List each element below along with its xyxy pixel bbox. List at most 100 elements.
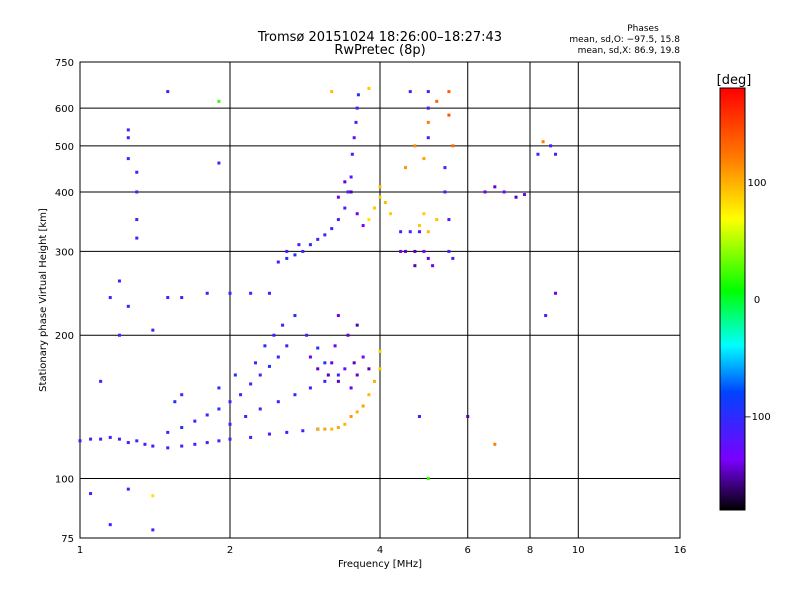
data-point <box>151 444 155 448</box>
data-point <box>350 152 354 156</box>
data-point <box>354 120 358 124</box>
data-point <box>417 414 421 418</box>
data-point <box>417 230 421 234</box>
data-point <box>447 113 451 117</box>
data-point <box>389 212 393 216</box>
y-tick-label: 400 <box>55 188 74 199</box>
data-point <box>378 349 382 353</box>
data-point <box>435 218 439 222</box>
data-point <box>343 422 347 426</box>
data-point <box>349 386 353 390</box>
data-point <box>426 136 430 140</box>
data-point <box>343 367 347 371</box>
data-point <box>323 361 327 365</box>
data-point <box>431 264 435 268</box>
data-point <box>135 170 139 174</box>
data-point <box>135 218 139 222</box>
data-point <box>502 190 506 194</box>
data-point <box>151 494 155 498</box>
x-tick-label: 16 <box>674 545 687 556</box>
y-tick-labels: 75 100 200 300 400 500 600 750 <box>55 58 74 545</box>
data-point <box>117 437 121 441</box>
data-point <box>135 236 139 240</box>
data-point <box>166 296 170 300</box>
data-point <box>285 344 289 348</box>
y-tick-label: 750 <box>55 58 74 69</box>
data-point <box>549 144 553 148</box>
data-point <box>285 249 289 253</box>
data-point <box>217 386 221 390</box>
data-point <box>361 404 365 408</box>
colorbar-tick-label: 100 <box>747 178 766 189</box>
data-point <box>399 249 403 253</box>
data-point <box>166 446 170 450</box>
data-point <box>308 355 312 359</box>
x-axis-label: Frequency [MHz] <box>338 559 422 570</box>
data-point <box>422 157 426 161</box>
data-point <box>228 291 232 295</box>
chart-title: Tromsø 20151024 18:26:00–18:27:43 <box>257 30 502 45</box>
data-point <box>435 99 439 103</box>
data-point <box>316 346 320 350</box>
data-point <box>336 195 340 199</box>
data-point <box>336 218 340 222</box>
data-point <box>249 435 253 439</box>
data-point <box>336 379 340 383</box>
data-point <box>228 437 232 441</box>
data-point <box>355 373 359 377</box>
data-point <box>99 379 103 383</box>
data-point <box>466 414 470 418</box>
data-point <box>361 224 365 228</box>
data-point <box>228 400 232 404</box>
data-point <box>217 407 221 411</box>
data-point <box>426 230 430 234</box>
y-tick-label: 600 <box>55 104 74 115</box>
data-point <box>413 249 417 253</box>
data-point <box>301 429 305 433</box>
data-point <box>285 256 289 260</box>
data-point <box>253 361 257 365</box>
data-point <box>361 355 365 359</box>
data-point <box>263 344 267 348</box>
x-tick-label: 4 <box>377 545 383 556</box>
data-point <box>355 410 359 414</box>
data-point <box>514 195 518 199</box>
data-point <box>408 230 412 234</box>
data-point <box>426 90 430 94</box>
data-point <box>166 430 170 434</box>
data-point <box>205 413 209 417</box>
data-point <box>367 393 371 397</box>
data-point <box>180 425 184 429</box>
data-point <box>249 291 253 295</box>
data-point <box>276 355 280 359</box>
data-point <box>297 243 301 247</box>
data-point <box>336 425 340 429</box>
data-point <box>108 296 112 300</box>
data-point <box>228 422 232 426</box>
data-point <box>258 373 262 377</box>
data-point <box>356 93 360 97</box>
chart-subtitle: RwPretec (8p) <box>334 43 425 58</box>
data-point <box>367 86 371 90</box>
data-point <box>378 195 382 199</box>
data-point <box>285 430 289 434</box>
data-point <box>333 344 337 348</box>
data-point <box>166 90 170 94</box>
data-point <box>413 264 417 268</box>
data-point <box>308 243 312 247</box>
data-point <box>323 379 327 383</box>
data-point <box>352 361 356 365</box>
data-point <box>126 157 130 161</box>
data-point <box>135 439 139 443</box>
data-point <box>99 437 103 441</box>
data-point <box>126 128 130 132</box>
data-point <box>89 437 93 441</box>
colorbar-tick-label: −100 <box>743 412 770 423</box>
data-point <box>493 185 497 189</box>
data-point <box>316 427 320 431</box>
data-point <box>108 435 112 439</box>
data-point <box>143 442 147 446</box>
x-tick-label: 2 <box>227 545 233 556</box>
data-point <box>258 407 262 411</box>
data-point <box>117 333 121 337</box>
